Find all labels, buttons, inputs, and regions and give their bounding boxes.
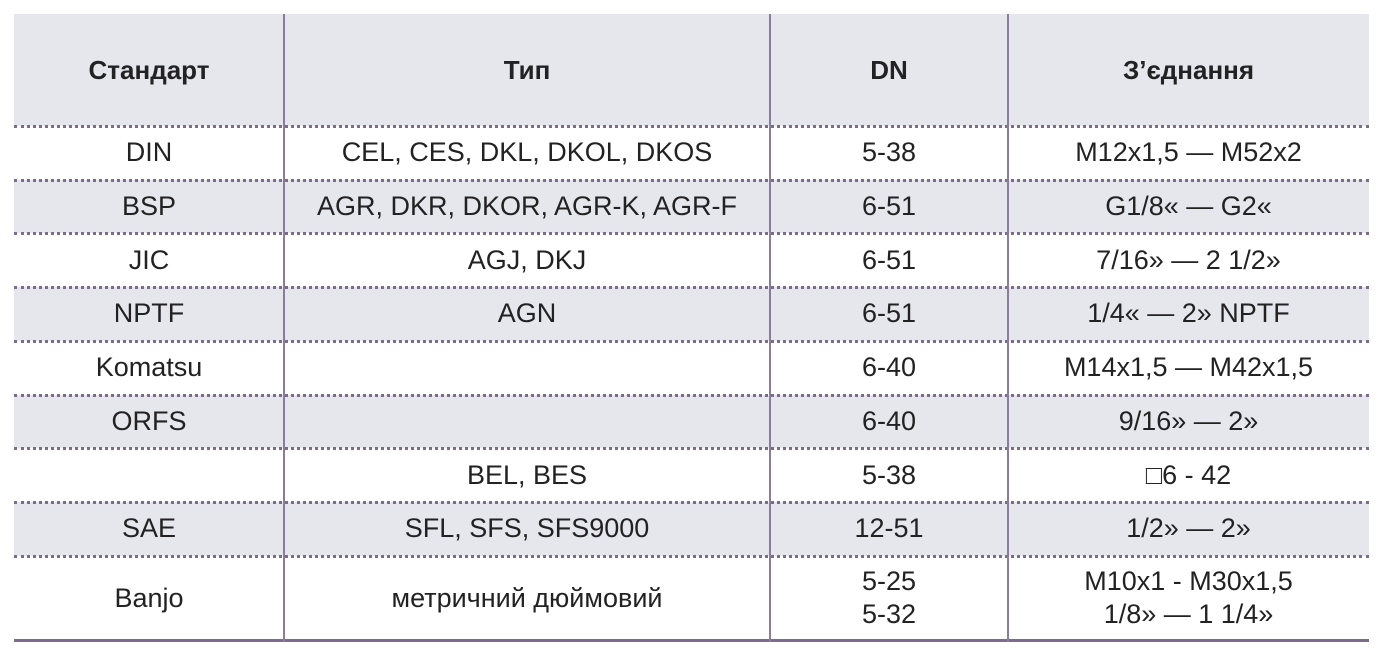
cell-text: 6-40: [861, 352, 917, 383]
table-cell: BSP: [14, 180, 284, 234]
cell-text: M10x1 - M30x1,5: [1084, 566, 1293, 597]
row-bg: [14, 501, 1369, 556]
table-cell: 7/16» — 2 1/2»: [1008, 233, 1369, 287]
cell-text: M12x1,5 — M52x2: [1075, 137, 1302, 168]
cell-text: 6-40: [861, 405, 917, 436]
table-cell: 6-51: [770, 180, 1008, 234]
cell-text: 12-51: [854, 513, 924, 544]
row-separator: [14, 125, 1369, 128]
table-cell: 6-40: [770, 395, 1008, 449]
cell-text: CEL, CES, DKL, DKOL, DKOS: [341, 137, 713, 168]
table-cell: M14x1,5 — M42x1,5: [1008, 341, 1369, 395]
cell-text: 5-32: [861, 599, 917, 630]
row-separator: [14, 178, 1369, 182]
row-separator: [14, 447, 1369, 451]
table-cell: Komatsu: [14, 341, 284, 395]
header-cell: З’єднання: [1008, 14, 1369, 126]
column-rule: [1007, 14, 1009, 642]
cell-text: 5-38: [861, 137, 917, 168]
cell-text: Стандарт: [88, 54, 210, 85]
cell-text: 7/16» — 2 1/2»: [1096, 244, 1281, 275]
cell-text: ORFS: [111, 405, 187, 436]
header-cell: DN: [770, 14, 1008, 126]
row-separator: [14, 500, 1369, 504]
table-cell: Banjo: [14, 556, 284, 641]
row-separator: [14, 232, 1369, 236]
row-bg: [14, 394, 1369, 449]
cell-text: SFL, SFS, SFS9000: [404, 513, 650, 544]
table-cell: M10x1 - M30x1,5 1/8» — 1 1/4»: [1008, 556, 1369, 641]
bottom-rule: [14, 639, 1369, 642]
table-cell: 1/4« — 2» NPTF: [1008, 287, 1369, 341]
cell-text: □6 - 42: [1145, 459, 1232, 490]
cell-text: M14x1,5 — M42x1,5: [1063, 352, 1314, 383]
table-cell: метричний дюймовий: [284, 556, 770, 641]
table-cell: 5-25 5-32: [770, 556, 1008, 641]
table-cell: □6 - 42: [1008, 448, 1369, 502]
cell-text: Тип: [503, 54, 551, 85]
cell-text: SAE: [121, 513, 177, 544]
cell-text: DN: [870, 54, 908, 85]
table-cell: AGN: [284, 287, 770, 341]
row-separator: [14, 393, 1369, 397]
header-cell: Стандарт: [14, 14, 284, 126]
cell-text: 9/16» — 2»: [1118, 405, 1259, 436]
table-cell: 6-40: [770, 341, 1008, 395]
table-cell: 5-38: [770, 126, 1008, 180]
table-cell: 6-51: [770, 233, 1008, 287]
table-cell: JIC: [14, 233, 284, 287]
column-rule: [769, 14, 771, 642]
table-cell: NPTF: [14, 287, 284, 341]
table-cell: 12-51: [770, 502, 1008, 556]
table-cell: BEL, BES: [284, 448, 770, 502]
table-cell: 5-38: [770, 448, 1008, 502]
cell-text: 1/4« — 2» NPTF: [1087, 298, 1290, 329]
cell-text: 1/8» — 1 1/4»: [1103, 599, 1274, 630]
table-cell: M12x1,5 — M52x2: [1008, 126, 1369, 180]
table-cell: 9/16» — 2»: [1008, 395, 1369, 449]
table-cell: DIN: [14, 126, 284, 180]
table-cell: SAE: [14, 502, 284, 556]
cell-text: Komatsu: [95, 352, 203, 383]
cell-text: 5-38: [861, 459, 917, 490]
cell-text: AGR, DKR, DKOR, AGR-K, AGR-F: [316, 191, 738, 222]
header-cell: Тип: [284, 14, 770, 126]
table-cell: SFL, SFS, SFS9000: [284, 502, 770, 556]
cell-text: З’єднання: [1122, 54, 1255, 85]
row-bg: [14, 287, 1369, 341]
header-bg: [14, 14, 1369, 126]
cell-text: BEL, BES: [466, 459, 588, 490]
cell-text: 6-51: [861, 298, 917, 329]
cell-text: BSP: [121, 191, 177, 222]
row-bg: [14, 179, 1369, 234]
cell-text: метричний дюймовий: [391, 582, 663, 613]
table-cell: AGJ, DKJ: [284, 233, 770, 287]
cell-text: 6-51: [861, 244, 917, 275]
row-separator: [14, 339, 1369, 343]
cell-text: G1/8« — G2«: [1105, 191, 1272, 222]
cell-text: 5-25: [861, 566, 917, 597]
table-cell: G1/8« — G2«: [1008, 180, 1369, 234]
cell-text: JIC: [128, 244, 170, 275]
table-cell: ORFS: [14, 395, 284, 449]
table-cell: 1/2» — 2»: [1008, 502, 1369, 556]
row-separator: [14, 286, 1369, 290]
cell-text: DIN: [125, 137, 173, 168]
table-cell: CEL, CES, DKL, DKOL, DKOS: [284, 126, 770, 180]
column-rule: [283, 14, 285, 642]
cell-text: AGJ, DKJ: [467, 244, 587, 275]
cell-text: Banjo: [114, 582, 184, 613]
table-cell: AGR, DKR, DKOR, AGR-K, AGR-F: [284, 180, 770, 234]
cell-text: 6-51: [861, 191, 917, 222]
cell-text: AGN: [497, 298, 557, 329]
table-cell: 6-51: [770, 287, 1008, 341]
cell-text: 1/2» — 2»: [1126, 513, 1251, 544]
row-separator: [14, 554, 1369, 558]
cell-text: NPTF: [113, 298, 185, 329]
